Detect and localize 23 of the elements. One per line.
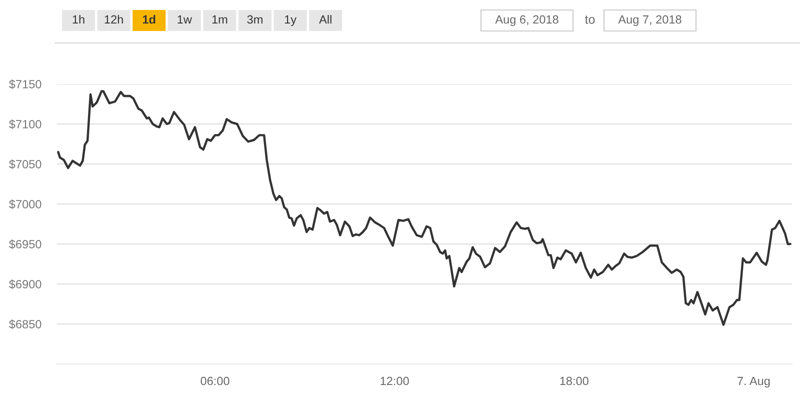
x-tick-label: 06:00 xyxy=(200,376,230,386)
text: Aug 6, 2018 xyxy=(495,15,558,26)
text: 1m xyxy=(212,15,228,24)
x-tick-label: 7. Aug xyxy=(738,376,770,388)
y-tick-label: $6900 xyxy=(9,280,42,290)
text: 1d xyxy=(142,15,156,24)
text: to xyxy=(584,16,595,24)
y-tick-label: $7050 xyxy=(9,160,42,170)
y-tick-label: $7000 xyxy=(9,200,42,210)
x-tick-label: 12:00 xyxy=(380,376,409,386)
text: 1w xyxy=(178,15,192,24)
y-tick-label: $6950 xyxy=(9,240,42,250)
line-series xyxy=(57,90,792,326)
y-tick-label: $6850 xyxy=(9,320,42,330)
text: 1h xyxy=(72,15,84,24)
text: Aug 7, 2018 xyxy=(618,15,682,26)
text: All xyxy=(319,15,332,24)
text: 12h xyxy=(104,15,123,24)
text: 3m xyxy=(247,15,262,24)
y-tick-label: $7100 xyxy=(9,120,42,130)
x-tick-label: 18:00 xyxy=(560,376,588,386)
text: 1y xyxy=(284,15,297,26)
y-tick-label: $7150 xyxy=(9,80,42,90)
